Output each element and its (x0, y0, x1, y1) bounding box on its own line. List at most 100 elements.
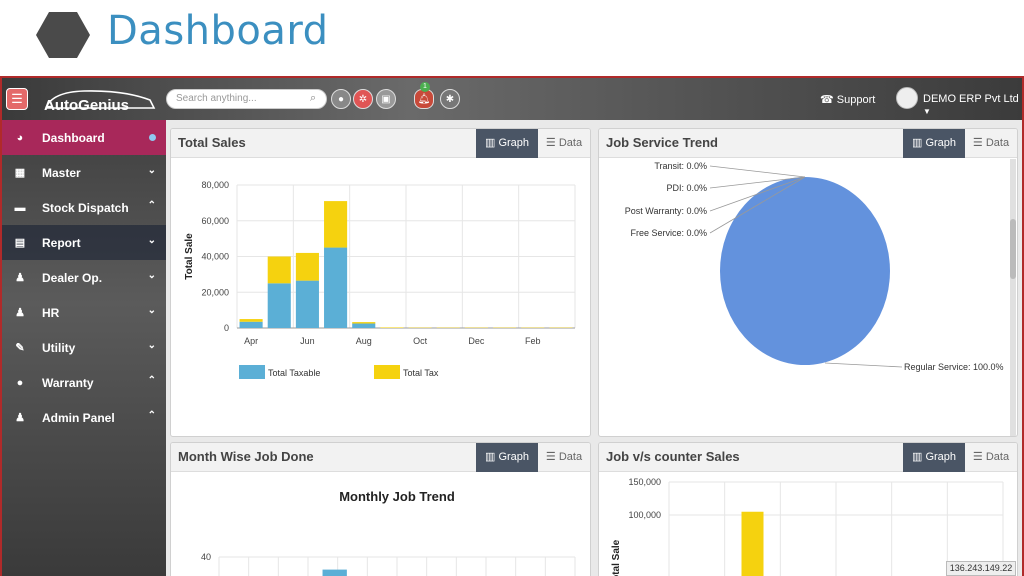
car-icon[interactable]: ● (331, 89, 351, 109)
bar-total-taxable (352, 323, 376, 328)
graph-button[interactable]: ▥ Graph (476, 443, 538, 472)
sidebar-item-label: HR (42, 305, 60, 320)
y-tick-label: 150,000 (628, 477, 661, 487)
leader-line (709, 165, 806, 178)
panel-header: Total Sales ▥ Graph ☰ Data (171, 129, 590, 158)
bar-total-tax (295, 252, 319, 281)
scrollbar[interactable] (1010, 159, 1016, 436)
list-icon: ☰ (972, 451, 986, 463)
job-service-trend-panel: Job Service Trend ▥ Graph ☰ Data Transit… (598, 128, 1018, 437)
bar-total-tax (352, 322, 376, 324)
phone-icon: ☎ (820, 94, 837, 106)
chevron-up-icon: ⌃ (147, 200, 156, 211)
sidebar-item-report[interactable]: ▤ Report ⌄ (2, 225, 166, 260)
graph-button[interactable]: ▥ Graph (476, 129, 538, 158)
file-icon: ▤ (14, 237, 26, 249)
graph-button[interactable]: ▥ Graph (903, 129, 965, 158)
sidebar-item-label: Admin Panel (42, 410, 115, 425)
bar-total-taxable (267, 283, 291, 328)
settings-cog-icon[interactable]: ✲ (353, 89, 373, 109)
leader-line (709, 176, 806, 212)
panel-header: Month Wise Job Done ▥ Graph ☰ Data (171, 443, 590, 472)
bar-total-taxable (295, 280, 319, 328)
total-sales-chart: 0 20,000 40,000 60,000 80,000 Total Sale Apr Ju… (184, 180, 576, 379)
grid-icon: ▦ (14, 167, 26, 179)
search-icon[interactable]: ⌕ (310, 92, 317, 104)
comments-icon: ● (16, 376, 24, 389)
sidebar-item-admin-panel[interactable]: ♟ Admin Panel ⌃ (2, 400, 166, 435)
chevron-up-icon: ⌃ (147, 410, 156, 421)
sidebar-item-label: Warranty (42, 375, 94, 390)
y-tick-label: 60,000 (201, 216, 229, 226)
bar-total-tax (380, 327, 404, 328)
bar-total-tax (267, 256, 291, 284)
ip-address-label: 136.243.149.22 (946, 561, 1016, 576)
sidebar-item-dashboard[interactable]: ◕ Dashboard (2, 120, 166, 155)
chevron-up-icon: ⌃ (147, 375, 156, 386)
support-link[interactable]: ☎ Support (820, 93, 875, 106)
pie-label: PDI: 0.0% (666, 183, 707, 193)
logo-text: AutoGenius (44, 97, 129, 114)
chevron-down-icon: ⌄ (147, 165, 156, 176)
pie-label: Free Service: 0.0% (630, 228, 707, 238)
data-button[interactable]: ☰ Data (972, 137, 1010, 149)
panel-title: Job v/s counter Sales (606, 449, 740, 464)
sidebar-item-label: Dashboard (42, 130, 105, 145)
sidebar-item-label: Report (42, 235, 81, 250)
sidebar-item-warranty[interactable]: ● Warranty ⌃ (2, 365, 166, 400)
menu-toggle-button[interactable]: ☰ (6, 88, 28, 110)
x-tick-label: Jun (300, 336, 315, 346)
pie-label: Transit: 0.0% (654, 161, 707, 171)
sidebar-item-label: Dealer Op. (42, 270, 103, 285)
panel-title: Total Sales (178, 135, 246, 150)
pie-slice (720, 177, 890, 365)
notification-badge: 1 (420, 82, 430, 92)
panel-header: Job v/s counter Sales ▥ Graph ☰ Data (599, 443, 1017, 472)
panel-title: Month Wise Job Done (178, 449, 314, 464)
data-button[interactable]: ☰ Data (972, 451, 1010, 463)
y-tick-label: 100,000 (628, 510, 661, 520)
bar-total-tax (239, 319, 263, 322)
leader-line (824, 362, 903, 368)
user-name: DEMO ERP Pvt Ltd (923, 93, 1019, 105)
graph-button[interactable]: ▥ Graph (903, 443, 965, 472)
bar-sales (741, 511, 764, 576)
y-axis-label: Total Sale (184, 233, 195, 280)
pie-label: Regular Service: 100.0% (904, 362, 1004, 372)
pie-label: Post Warranty: 0.0% (625, 206, 707, 216)
active-dot-icon (149, 134, 156, 141)
bar-total-tax (324, 201, 348, 248)
sidebar-item-dealer-op[interactable]: ♟ Dealer Op. ⌄ (2, 260, 166, 295)
search-input[interactable]: Search anything... (166, 89, 327, 109)
bar-chart-icon: ▥ (911, 137, 926, 149)
legend-label: Total Taxable (268, 368, 320, 378)
y-tick-label: 40 (201, 552, 211, 562)
truck-icon: ▬ (14, 201, 26, 214)
bar-job-count (322, 569, 347, 576)
avatar[interactable] (896, 87, 918, 109)
data-button[interactable]: ☰ Data (545, 451, 583, 463)
y-tick-label: 40,000 (201, 252, 229, 262)
top-bar: ☰ AutoGenius Search anything... ⌕ ● ✲ ▣ … (2, 78, 1022, 120)
x-tick-label: Oct (413, 336, 428, 346)
chart-title: Monthly Job Trend (339, 489, 455, 504)
data-button[interactable]: ☰ Data (545, 137, 583, 149)
car-service-icon[interactable]: ▣ (376, 89, 396, 109)
x-tick-label: Apr (244, 336, 258, 346)
hexagon-icon (36, 12, 90, 58)
sidebar-item-hr[interactable]: ♟ HR ⌄ (2, 295, 166, 330)
bar-chart-icon: ▥ (484, 451, 499, 463)
users-icon: ♟ (15, 412, 25, 424)
sidebar-item-utility[interactable]: ✎ Utility ⌄ (2, 330, 166, 365)
month-wise-job-panel: Month Wise Job Done ▥ Graph ☰ Data Month… (170, 442, 591, 576)
job-vs-counter-panel: Job v/s counter Sales ▥ Graph ☰ Data 150… (598, 442, 1018, 576)
caret-down-icon: ▼ (923, 107, 931, 116)
bar-total-taxable (324, 247, 348, 328)
sidebar-item-stock-dispatch[interactable]: ▬ Stock Dispatch ⌃ (2, 190, 166, 225)
sidebar-item-master[interactable]: ▦ Master ⌄ (2, 155, 166, 190)
support-label: Support (836, 94, 876, 106)
user-menu[interactable]: DEMO ERP Pvt Ltd ▼ (923, 93, 1022, 117)
gears-icon[interactable]: ✱ (440, 89, 460, 109)
bell-icon[interactable]: 🔔︎ (414, 89, 434, 109)
chevron-down-icon: ⌄ (147, 270, 156, 281)
